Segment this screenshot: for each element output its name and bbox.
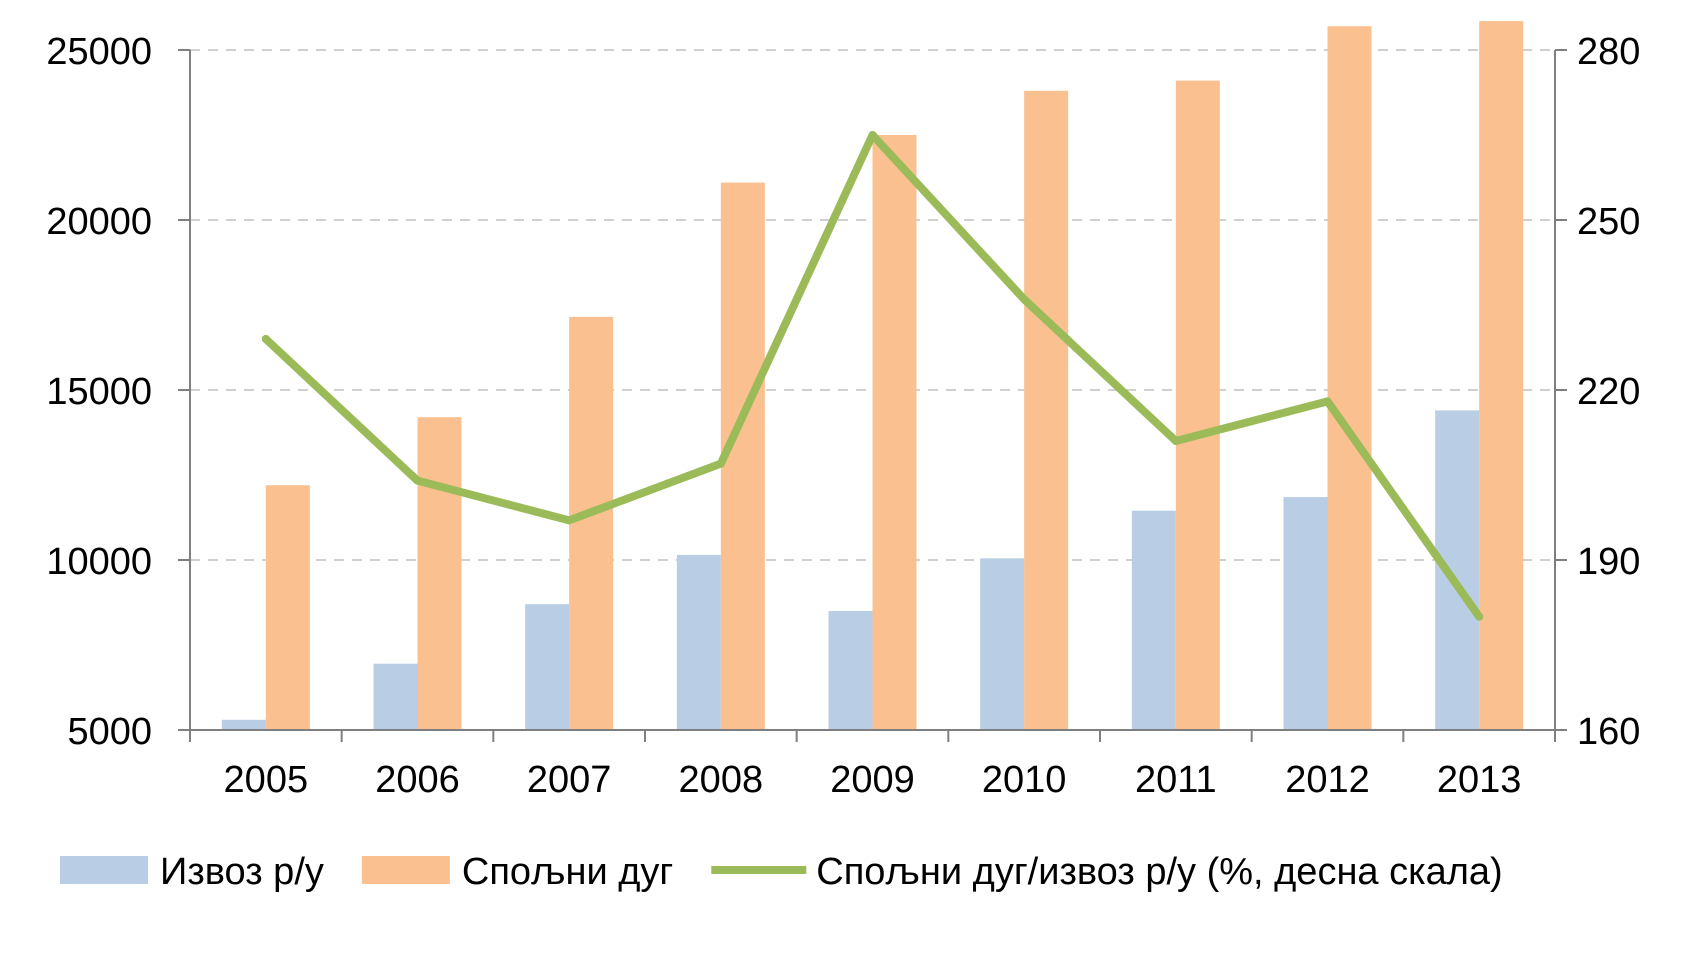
x-tick-label: 2006 [375, 759, 460, 801]
x-tick-label: 2013 [1437, 759, 1522, 801]
bar-export-2010 [980, 558, 1025, 730]
y-left-tick-label: 15000 [46, 371, 152, 413]
legend-label-0: Извоз р/у [160, 851, 324, 893]
line-point-2006 [413, 476, 422, 485]
bar-debt-2011 [1175, 80, 1220, 731]
x-tick-label: 2011 [1135, 759, 1217, 801]
x-tick-label: 2009 [830, 759, 915, 801]
bar-export-2006 [373, 663, 418, 730]
line-point-2009 [868, 131, 877, 139]
line-point-2011 [1171, 437, 1180, 445]
y-left-tick-label: 25000 [46, 31, 152, 73]
line-point-2010 [1020, 295, 1029, 304]
bar-export-2007 [525, 604, 570, 730]
y-right-tick-label: 190 [1577, 541, 1640, 583]
x-tick-label: 2008 [679, 759, 764, 801]
legend-swatch-1 [361, 856, 450, 884]
bar-export-2005 [221, 719, 266, 730]
bar-debt-2013 [1479, 21, 1524, 731]
y-left-tick-label: 10000 [46, 541, 152, 583]
y-right-tick-label: 280 [1577, 31, 1640, 73]
line-point-2013 [1475, 612, 1484, 621]
bar-export-2009 [828, 611, 873, 730]
y-left-tick-label: 5000 [67, 711, 152, 753]
line-point-2005 [261, 335, 270, 343]
x-tick-label: 2005 [224, 759, 309, 801]
bar-debt-2012 [1327, 26, 1372, 730]
bar-export-2012 [1283, 497, 1328, 730]
y-right-tick-label: 160 [1577, 711, 1640, 753]
legend-swatch-0 [60, 856, 148, 884]
x-tick-label: 2010 [982, 759, 1067, 801]
bar-debt-2005 [265, 485, 310, 730]
bar-export-2008 [676, 554, 721, 730]
x-tick-label: 2012 [1285, 759, 1370, 801]
y-left-tick-label: 20000 [46, 201, 152, 243]
x-tick-label: 2007 [527, 759, 612, 801]
y-right-tick-label: 250 [1577, 201, 1640, 243]
legend-label-2: Спољни дуг/извоз р/у (%, десна скала) [816, 851, 1502, 893]
bar-debt-2007 [569, 316, 614, 730]
line-point-2008 [716, 459, 725, 468]
bar-debt-2009 [872, 135, 917, 730]
bar-export-2011 [1131, 510, 1176, 730]
line-point-2007 [565, 516, 574, 525]
bar-debt-2010 [1024, 90, 1069, 731]
y-right-tick-label: 220 [1577, 371, 1640, 413]
legend-label-1: Спољни дуг [462, 851, 673, 893]
bar-debt-2006 [417, 417, 462, 730]
line-point-2012 [1323, 397, 1332, 406]
